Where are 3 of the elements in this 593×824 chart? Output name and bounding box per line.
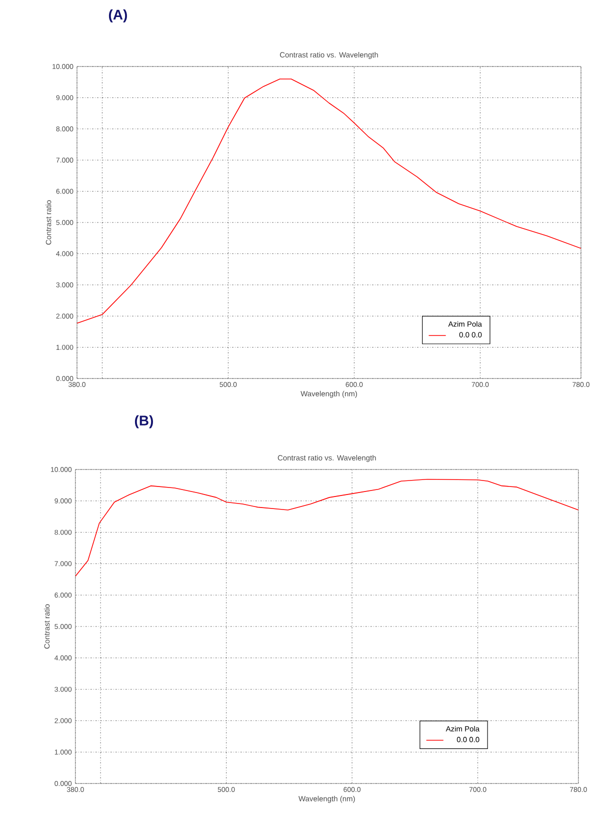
text: (B): [134, 415, 153, 428]
line-series: [75, 478, 578, 577]
text: (A): [108, 9, 127, 22]
